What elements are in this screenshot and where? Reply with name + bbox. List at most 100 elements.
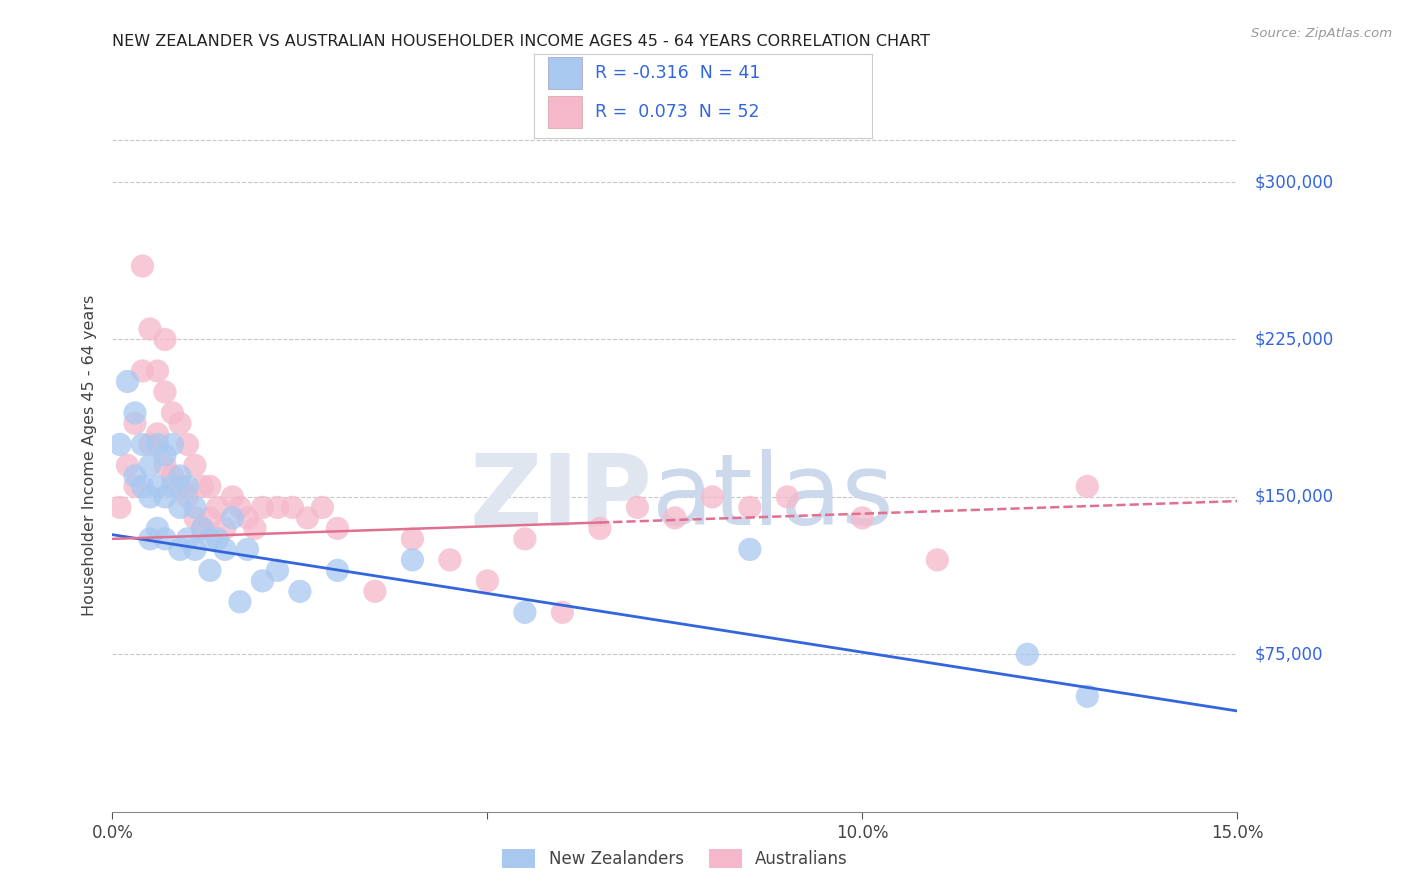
- Point: [131, 437, 153, 451]
- Point: [513, 532, 536, 546]
- Point: [626, 500, 648, 515]
- Point: [139, 490, 162, 504]
- Point: [153, 333, 176, 347]
- Point: [146, 364, 169, 378]
- Point: [162, 479, 184, 493]
- Point: [401, 553, 423, 567]
- Point: [198, 563, 221, 577]
- Point: [162, 406, 184, 420]
- Point: [176, 490, 198, 504]
- Point: [117, 458, 139, 473]
- Point: [169, 500, 191, 515]
- Point: [108, 437, 131, 451]
- Point: [191, 479, 214, 493]
- Point: [169, 542, 191, 557]
- Point: [252, 500, 274, 515]
- Point: [738, 542, 761, 557]
- Point: [124, 469, 146, 483]
- Point: [266, 563, 288, 577]
- Point: [131, 259, 153, 273]
- Text: R = -0.316  N = 41: R = -0.316 N = 41: [595, 64, 761, 82]
- Point: [702, 490, 724, 504]
- Point: [162, 469, 184, 483]
- Point: [146, 437, 169, 451]
- Point: [108, 500, 131, 515]
- Point: [776, 490, 799, 504]
- Point: [184, 542, 207, 557]
- Legend: New Zealanders, Australians: New Zealanders, Australians: [495, 842, 855, 875]
- Point: [927, 553, 949, 567]
- Point: [162, 437, 184, 451]
- Point: [191, 521, 214, 535]
- Point: [139, 437, 162, 451]
- Point: [236, 511, 259, 525]
- Point: [477, 574, 499, 588]
- Point: [124, 406, 146, 420]
- Text: Source: ZipAtlas.com: Source: ZipAtlas.com: [1251, 27, 1392, 40]
- Text: ZIP: ZIP: [470, 450, 652, 546]
- Point: [153, 458, 176, 473]
- Point: [198, 479, 221, 493]
- Text: R =  0.073  N = 52: R = 0.073 N = 52: [595, 103, 759, 121]
- Point: [236, 542, 259, 557]
- Text: $225,000: $225,000: [1254, 330, 1333, 349]
- Point: [229, 595, 252, 609]
- Point: [124, 417, 146, 431]
- Text: $75,000: $75,000: [1254, 645, 1323, 664]
- Point: [326, 563, 349, 577]
- Point: [1076, 479, 1098, 493]
- Point: [146, 521, 169, 535]
- Point: [139, 322, 162, 336]
- Bar: [548, 57, 582, 89]
- Point: [153, 532, 176, 546]
- Point: [851, 511, 873, 525]
- Point: [169, 469, 191, 483]
- Point: [243, 521, 266, 535]
- Point: [589, 521, 612, 535]
- Point: [221, 490, 243, 504]
- Point: [281, 500, 304, 515]
- Text: $150,000: $150,000: [1254, 488, 1333, 506]
- Point: [176, 532, 198, 546]
- Point: [207, 500, 229, 515]
- Point: [738, 500, 761, 515]
- Point: [207, 532, 229, 546]
- Point: [184, 500, 207, 515]
- Point: [184, 458, 207, 473]
- Point: [153, 490, 176, 504]
- Point: [191, 521, 214, 535]
- Point: [288, 584, 311, 599]
- Point: [139, 458, 162, 473]
- Point: [551, 605, 574, 619]
- Point: [664, 511, 686, 525]
- Point: [198, 532, 221, 546]
- Point: [184, 511, 207, 525]
- Point: [146, 479, 169, 493]
- Point: [153, 448, 176, 462]
- Text: $300,000: $300,000: [1254, 173, 1333, 191]
- Point: [176, 479, 198, 493]
- Point: [169, 417, 191, 431]
- Point: [364, 584, 387, 599]
- Point: [124, 479, 146, 493]
- Point: [117, 375, 139, 389]
- Point: [401, 532, 423, 546]
- Point: [1017, 648, 1039, 662]
- Point: [153, 384, 176, 399]
- Point: [326, 521, 349, 535]
- Point: [311, 500, 333, 515]
- Y-axis label: Householder Income Ages 45 - 64 years: Householder Income Ages 45 - 64 years: [82, 294, 97, 615]
- Point: [229, 500, 252, 515]
- Text: NEW ZEALANDER VS AUSTRALIAN HOUSEHOLDER INCOME AGES 45 - 64 YEARS CORRELATION CH: NEW ZEALANDER VS AUSTRALIAN HOUSEHOLDER …: [112, 34, 931, 49]
- Point: [221, 511, 243, 525]
- Point: [176, 437, 198, 451]
- Text: atlas: atlas: [652, 450, 894, 546]
- Point: [513, 605, 536, 619]
- Point: [131, 364, 153, 378]
- Point: [1076, 690, 1098, 704]
- Point: [198, 511, 221, 525]
- Point: [169, 479, 191, 493]
- Point: [214, 521, 236, 535]
- Point: [214, 542, 236, 557]
- Point: [439, 553, 461, 567]
